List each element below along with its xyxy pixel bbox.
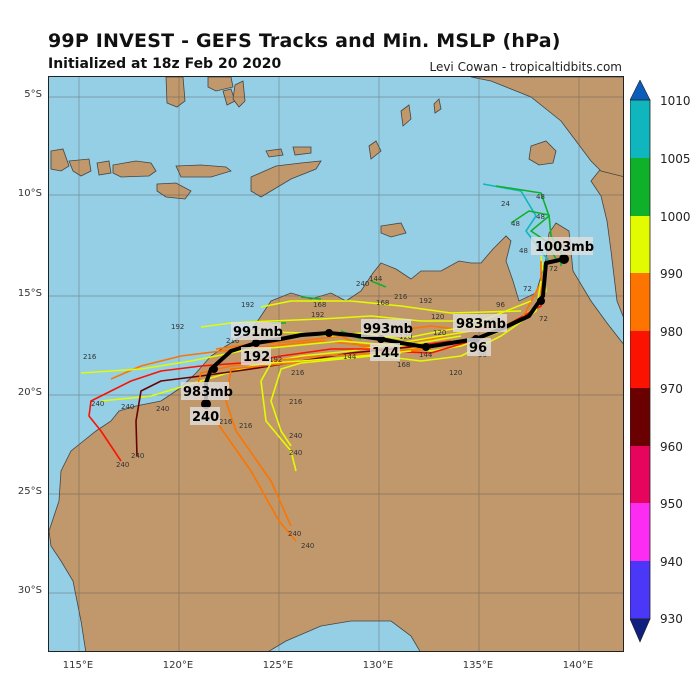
- lon-tick-130e: 130°E: [362, 660, 394, 671]
- svg-text:48: 48: [536, 213, 545, 221]
- sumbawa-island: [50, 148, 70, 172]
- svg-text:72: 72: [539, 315, 548, 323]
- svg-text:993mb: 993mb: [363, 322, 413, 337]
- svg-text:168: 168: [376, 299, 389, 307]
- chart-title: 99P INVEST - GEFS Tracks and Min. MSLP (…: [48, 30, 561, 52]
- svg-text:240: 240: [131, 452, 144, 460]
- svg-text:24: 24: [501, 200, 510, 208]
- svg-text:1003mb: 1003mb: [535, 240, 594, 255]
- lon-tick-140e: 140°E: [562, 660, 594, 671]
- svg-text:168: 168: [313, 301, 326, 309]
- lat-tick-10s: 10°S: [17, 188, 42, 199]
- svg-text:240: 240: [301, 542, 314, 550]
- sulawesi-south: [165, 77, 186, 108]
- svg-text:96: 96: [469, 341, 487, 356]
- svg-text:983mb: 983mb: [183, 385, 233, 400]
- lat-tick-20s: 20°S: [17, 387, 42, 398]
- melville-island: [380, 222, 407, 238]
- colorbar-label-1010: 1010: [660, 94, 691, 108]
- colorbar-label-980: 980: [660, 325, 683, 339]
- svg-text:216: 216: [394, 293, 408, 301]
- sumba-island: [156, 182, 192, 200]
- svg-text:168: 168: [397, 361, 410, 369]
- lon-tick-120e: 120°E: [162, 660, 194, 671]
- svg-text:120: 120: [433, 329, 446, 337]
- svg-text:72: 72: [523, 285, 532, 293]
- svg-text:240: 240: [356, 280, 369, 288]
- chart-subtitle: Initialized at 18z Feb 20 2020: [48, 56, 282, 72]
- lon-tick-115e: 115°E: [62, 660, 94, 671]
- credit-text: Levi Cowan - tropicaltidbits.com: [429, 60, 622, 74]
- svg-text:192: 192: [269, 356, 282, 364]
- colorbar-label-990: 990: [660, 267, 683, 281]
- svg-text:48: 48: [511, 220, 520, 228]
- svg-text:192: 192: [171, 323, 184, 331]
- svg-text:991mb: 991mb: [233, 325, 283, 340]
- svg-text:240: 240: [116, 461, 129, 469]
- svg-text:144: 144: [372, 346, 399, 361]
- graticule: [49, 77, 623, 651]
- colorbar-label-940: 940: [660, 555, 683, 569]
- svg-text:240: 240: [288, 530, 301, 538]
- lat-tick-15s: 15°S: [17, 288, 42, 299]
- svg-text:144: 144: [343, 353, 357, 361]
- new-guinea-landmass: [470, 77, 623, 177]
- svg-text:240: 240: [289, 432, 302, 440]
- tanimbar-island: [400, 104, 412, 127]
- frederik-hendrik-island: [528, 140, 557, 166]
- svg-text:216: 216: [219, 418, 233, 426]
- colorbar-label-960: 960: [660, 440, 683, 454]
- svg-text:240: 240: [289, 449, 302, 457]
- lon-tick-135e: 135°E: [462, 660, 494, 671]
- land-layer: [49, 77, 623, 651]
- colorbar-label-970: 970: [660, 382, 683, 396]
- colorbar-label-1005: 1005: [660, 152, 691, 166]
- svg-text:192: 192: [419, 297, 432, 305]
- lat-tick-30s: 30°S: [17, 585, 42, 596]
- svg-text:983mb: 983mb: [456, 317, 506, 332]
- svg-text:192: 192: [241, 301, 254, 309]
- svg-text:216: 216: [289, 398, 303, 406]
- svg-text:216: 216: [226, 337, 240, 345]
- svg-text:240: 240: [91, 400, 104, 408]
- svg-text:48: 48: [519, 247, 528, 255]
- timor-island: [250, 160, 322, 198]
- svg-text:240: 240: [156, 405, 169, 413]
- svg-text:192: 192: [311, 311, 324, 319]
- svg-text:120: 120: [449, 369, 462, 377]
- alor-island: [175, 164, 232, 178]
- colorbar-label-1000: 1000: [660, 210, 691, 224]
- mean-track-label-layer: 1003mb 983mb 96 993mb 144 991mb 192 983m…: [181, 237, 594, 425]
- svg-text:216: 216: [239, 422, 253, 430]
- lat-tick-5s: 5°S: [24, 89, 42, 100]
- svg-text:216: 216: [83, 353, 97, 361]
- svg-text:144: 144: [369, 275, 383, 283]
- svg-text:192: 192: [243, 350, 270, 365]
- svg-text:96: 96: [496, 301, 505, 309]
- colorbar-label-930: 930: [660, 612, 683, 626]
- colorbar-label-950: 950: [660, 497, 683, 511]
- svg-text:240: 240: [121, 403, 134, 411]
- lat-tick-25s: 25°S: [17, 486, 42, 497]
- flores-island: [112, 160, 157, 178]
- svg-text:240: 240: [192, 410, 219, 425]
- lon-tick-125e: 125°E: [262, 660, 294, 671]
- svg-text:48: 48: [536, 193, 545, 201]
- svg-text:72: 72: [549, 265, 558, 273]
- colorbar: [630, 80, 660, 660]
- svg-text:120: 120: [431, 313, 444, 321]
- svg-text:144: 144: [419, 351, 433, 359]
- svg-text:216: 216: [291, 369, 305, 377]
- mean-track: [201, 254, 569, 409]
